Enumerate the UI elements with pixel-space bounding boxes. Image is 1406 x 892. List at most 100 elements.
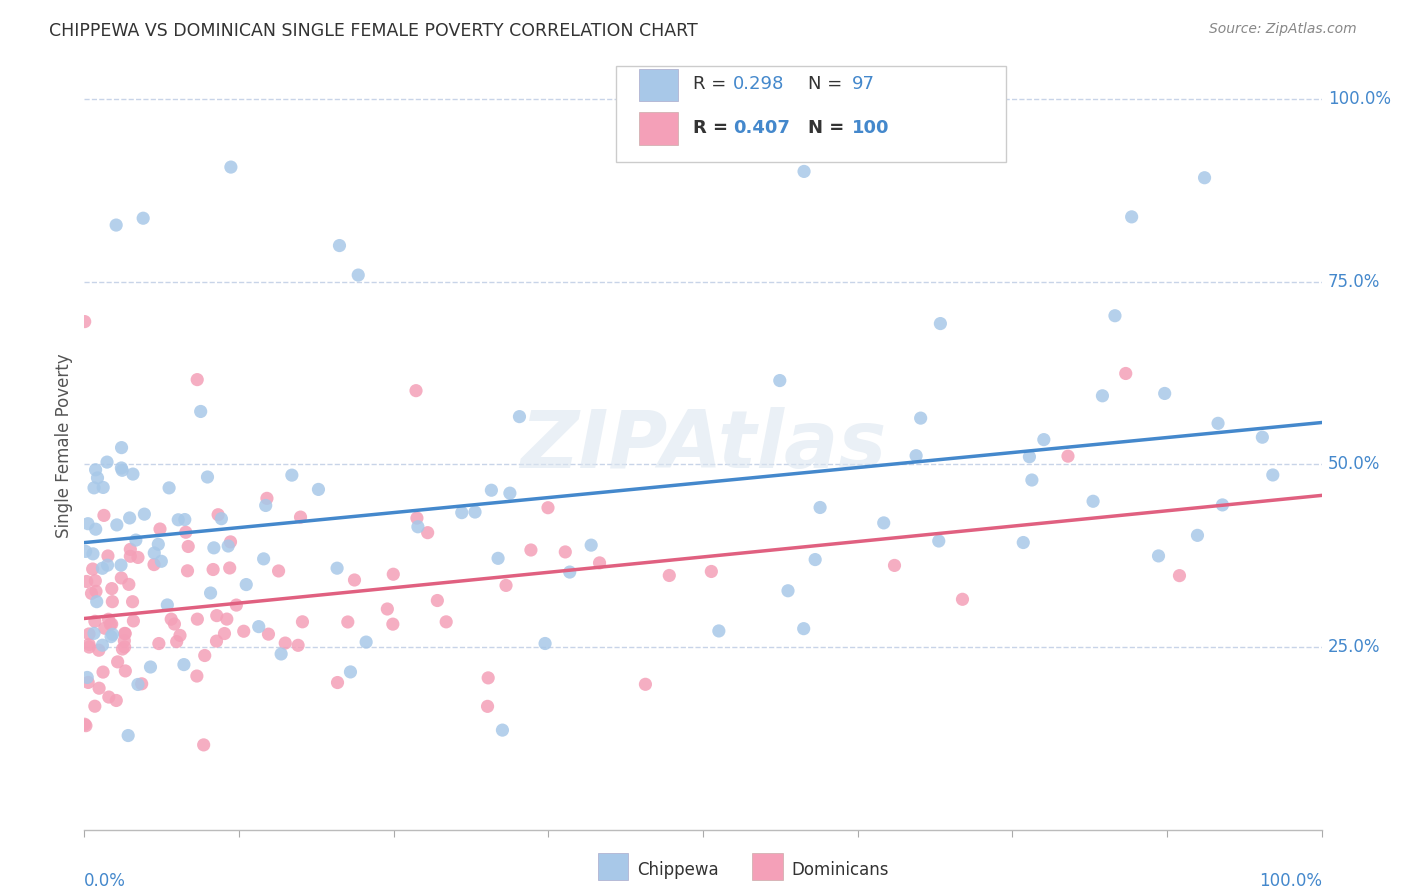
Point (491, 723, 513, 738)
Point (149, 522, 172, 536)
Point (77, 637, 100, 651)
Point (77, 675, 100, 690)
Point (343, 573, 366, 587)
Point (176, 564, 198, 578)
Point (200, 586, 222, 600)
Point (769, 374, 792, 388)
Point (84, 522, 107, 536)
Text: 100.0%: 100.0% (1258, 871, 1322, 889)
Point (177, 540, 200, 554)
Point (186, 373, 208, 387)
Point (110, 558, 132, 573)
Point (508, 409, 530, 424)
Point (381, 617, 404, 632)
Text: 0.298: 0.298 (733, 75, 785, 93)
Point (1147, 549, 1170, 563)
Text: N =: N = (808, 120, 851, 137)
Point (84, 463, 107, 477)
Text: 0.0%: 0.0% (84, 871, 127, 889)
Y-axis label: Single Female Poverty: Single Female Poverty (55, 354, 73, 538)
Point (477, 699, 499, 714)
Point (905, 449, 928, 463)
Text: R =: R = (693, 120, 734, 137)
Point (91, 561, 114, 575)
Point (464, 505, 486, 519)
Point (127, 677, 149, 691)
Point (83, 481, 105, 495)
Point (1104, 309, 1126, 323)
Point (291, 615, 314, 629)
Point (91, 638, 114, 652)
Point (132, 211, 155, 226)
Point (658, 568, 681, 582)
Point (120, 549, 142, 564)
Point (634, 677, 657, 691)
Point (910, 411, 932, 425)
Text: 75.0%: 75.0% (1327, 273, 1381, 291)
Point (157, 481, 180, 495)
Point (287, 638, 309, 652)
Point (193, 738, 215, 752)
Point (91, 480, 114, 494)
Point (1032, 433, 1054, 447)
Text: Chippewa: Chippewa (637, 861, 718, 879)
Point (93, 621, 115, 635)
Point (73, 315, 96, 329)
Point (100, 630, 122, 644)
Text: ZIPAtlas: ZIPAtlas (520, 407, 886, 485)
Point (156, 598, 179, 612)
Point (194, 648, 217, 663)
Point (120, 542, 142, 557)
Point (205, 608, 228, 623)
Point (354, 635, 377, 649)
Point (929, 317, 952, 331)
Point (186, 612, 208, 626)
Point (77, 627, 100, 641)
Text: 100.0%: 100.0% (1327, 90, 1391, 108)
FancyBboxPatch shape (638, 112, 678, 145)
Point (105, 693, 128, 707)
Point (110, 461, 132, 475)
Point (707, 624, 730, 638)
Point (281, 468, 304, 483)
Point (118, 577, 141, 591)
Point (326, 561, 349, 575)
Point (406, 520, 429, 534)
Point (107, 655, 129, 669)
Point (76, 574, 98, 589)
Point (274, 636, 297, 650)
Point (134, 507, 156, 521)
Point (254, 499, 277, 513)
Point (1121, 210, 1143, 224)
Point (105, 218, 128, 232)
Point (97, 549, 120, 563)
Point (270, 647, 292, 661)
Point (219, 160, 242, 174)
Point (173, 512, 195, 526)
Point (125, 533, 148, 547)
Point (84, 584, 107, 599)
Text: 100: 100 (852, 120, 889, 137)
Point (97, 612, 120, 626)
Point (1012, 535, 1035, 549)
Point (127, 550, 149, 565)
Point (73, 717, 96, 731)
Text: 50.0%: 50.0% (1327, 455, 1381, 474)
Point (174, 525, 197, 540)
Point (406, 511, 429, 525)
Point (98, 617, 121, 632)
Point (82, 562, 104, 576)
Point (347, 268, 370, 282)
Point (166, 634, 188, 648)
Point (1021, 473, 1043, 487)
Point (148, 537, 170, 551)
Point (105, 517, 128, 532)
Point (537, 500, 560, 515)
Point (499, 486, 522, 500)
Point (256, 491, 278, 506)
Point (122, 467, 145, 481)
Point (84, 574, 107, 588)
Point (76, 670, 98, 684)
Point (190, 404, 212, 418)
Point (1187, 528, 1209, 542)
